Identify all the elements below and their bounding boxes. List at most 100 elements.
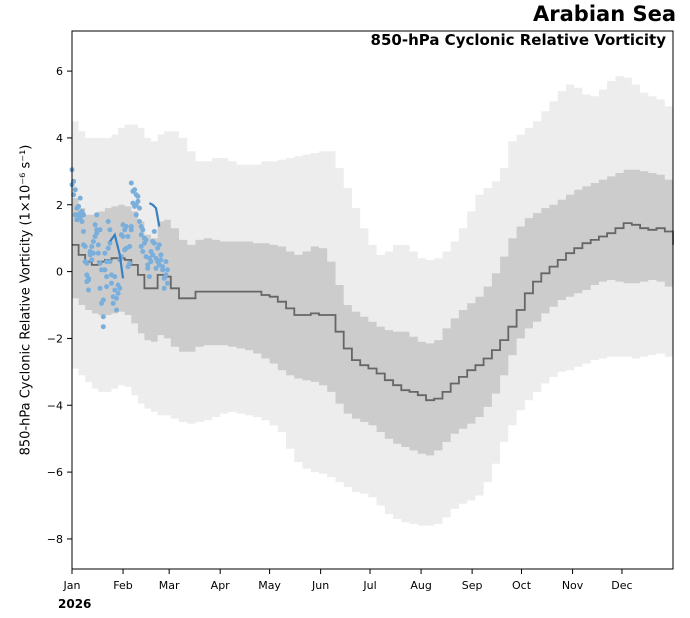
observation-point — [160, 267, 166, 273]
observation-point — [77, 195, 83, 201]
observation-point — [102, 267, 108, 273]
observation-point — [100, 314, 106, 320]
y-tick-label: −2 — [47, 332, 63, 345]
observation-point — [151, 240, 157, 246]
observation-point — [117, 285, 123, 291]
observation-point — [82, 244, 88, 249]
observation-point — [84, 260, 90, 266]
x-axis: Jan Feb Mar Apr May Jun Jul Aug Sep Oct Nov Dec — [63, 569, 633, 592]
observation-point — [128, 180, 134, 186]
x-tick-label: Apr — [211, 579, 231, 592]
observation-point — [138, 244, 144, 249]
climatology-mean-line — [72, 222, 674, 402]
observation-point — [151, 229, 157, 234]
observation-point — [150, 252, 156, 258]
observation-point — [95, 250, 101, 256]
observation-point — [120, 234, 126, 239]
smoothed-line — [109, 232, 125, 279]
observation-point — [107, 259, 113, 265]
observation-point — [81, 212, 86, 218]
y-tick-label: −6 — [47, 466, 63, 479]
observation-point — [86, 275, 91, 281]
observation-point — [97, 285, 103, 291]
observation-point — [158, 257, 164, 263]
observation-point — [140, 227, 146, 233]
observation-point — [114, 295, 119, 301]
y-tick-label: 0 — [56, 266, 63, 279]
x-tick-label: Oct — [512, 579, 532, 592]
observation-point — [89, 257, 95, 263]
observation-point — [153, 265, 159, 271]
region-title: Arabian Sea — [533, 2, 676, 26]
observation-point — [165, 280, 170, 286]
observation-point — [112, 287, 118, 293]
observation-point — [138, 232, 144, 238]
observation-point — [107, 227, 113, 233]
observation-point — [90, 239, 96, 244]
y-tick-label: −8 — [47, 533, 63, 546]
chart-title: 850-hPa Cyclonic Relative Vorticity — [370, 31, 666, 49]
observation-point — [97, 227, 103, 233]
x-tick-label: Jul — [362, 579, 376, 592]
observation-point — [135, 198, 141, 204]
x-tick-label: Sep — [462, 579, 483, 592]
observation-point — [127, 244, 133, 249]
inner-band — [72, 169, 673, 456]
observation-point — [115, 290, 121, 296]
observation-point — [132, 187, 138, 193]
observation-point — [100, 324, 106, 330]
observation-point — [161, 285, 167, 291]
observation-point — [128, 227, 134, 233]
observation-point — [104, 284, 110, 290]
observation-point — [79, 219, 85, 224]
x-tick-label: Jun — [311, 579, 329, 592]
observation-point — [135, 193, 141, 199]
observation-point — [110, 300, 116, 306]
y-tick-label: 2 — [56, 199, 63, 212]
observation-point — [158, 252, 164, 258]
observation-point — [109, 280, 114, 286]
x-tick-label: Feb — [113, 579, 132, 592]
observation-point — [146, 274, 152, 280]
observation-point — [137, 205, 142, 211]
observation-point — [95, 242, 101, 248]
observation-point — [112, 274, 118, 280]
x-tick-label: May — [258, 579, 281, 592]
observation-point — [89, 244, 95, 249]
observation-point — [156, 242, 162, 248]
observation-point — [90, 250, 96, 256]
observation-point — [123, 224, 129, 229]
observation-point — [163, 259, 169, 265]
observation-point — [105, 219, 111, 224]
observation-point — [114, 307, 119, 313]
observation-point — [92, 222, 98, 228]
observation-point — [97, 260, 103, 266]
outer-band — [72, 76, 673, 526]
smoothed-observation-lines — [109, 202, 161, 279]
observation-point — [125, 234, 131, 239]
y-tick-label: 6 — [56, 65, 63, 78]
observation-point — [86, 287, 91, 293]
plot-frame — [71, 30, 674, 570]
observation-point — [94, 212, 100, 218]
y-tick-label: 4 — [56, 132, 63, 145]
observation-point — [140, 249, 146, 254]
smoothed-line — [148, 202, 161, 227]
x-tick-label: Mar — [159, 579, 180, 592]
x-tick-label: Nov — [562, 579, 584, 592]
x-tick-label: Jan — [63, 579, 81, 592]
observation-point — [137, 219, 142, 224]
x-tick-label: Aug — [410, 579, 431, 592]
observation-point — [100, 297, 106, 303]
observation-point — [165, 267, 170, 273]
observation-point — [107, 240, 113, 246]
observation-point — [105, 245, 111, 251]
observation-point — [145, 265, 151, 271]
observation-point — [148, 259, 154, 265]
observation-point — [143, 237, 149, 243]
observation-point — [72, 187, 78, 193]
year-label: 2026 — [58, 597, 92, 611]
y-axis: −8 −6 −4 −2 0 2 4 6 — [47, 65, 72, 546]
x-tick-label: Dec — [611, 579, 632, 592]
